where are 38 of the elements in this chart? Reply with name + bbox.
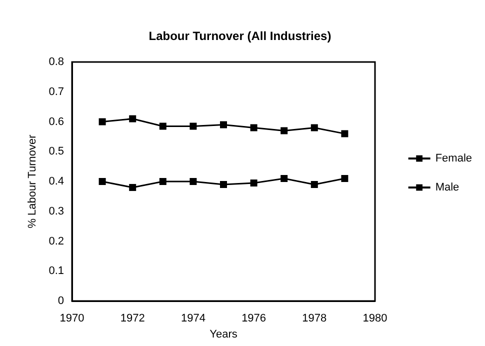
y-axis-title: % Labour Turnover [26,134,38,228]
point [341,130,348,138]
point [250,124,258,132]
x-tick-label: 1978 [302,312,327,324]
point [310,124,318,132]
point [220,180,227,188]
chart-title: Labour Turnover (All Industries) [148,29,332,43]
point [98,118,106,126]
x-tick-label: 1970 [60,312,84,324]
point [310,180,318,188]
y-tick-label: 0.7 [48,86,64,98]
point [129,184,136,191]
x-tick-label: 1980 [362,312,388,324]
x-tick-label: 1974 [180,312,206,324]
point [250,179,258,186]
point [129,115,136,122]
legend-label: Female [435,152,472,164]
x-axis-title: Years [210,328,238,340]
y-tick-label: 0.6 [48,116,64,128]
point [341,175,348,182]
point [190,122,197,130]
y-tick-label: 0.4 [48,176,64,188]
x-tick-label: 1972 [120,312,145,324]
point [220,121,227,128]
point [280,127,288,134]
y-tick-label: 0.8 [48,56,64,68]
x-tick-label: 1976 [242,312,266,324]
point [159,122,166,130]
y-tick-label: 0.3 [48,205,64,218]
point [280,175,288,182]
point [98,178,106,185]
y-tick-label: 0.5 [48,146,64,158]
legend-label: Male [435,182,460,194]
y-tick-label: 0 [58,295,64,307]
point [159,178,166,185]
y-tick-label: 0.1 [48,265,64,278]
point [190,178,197,185]
y-tick-label: 0.2 [48,235,64,248]
